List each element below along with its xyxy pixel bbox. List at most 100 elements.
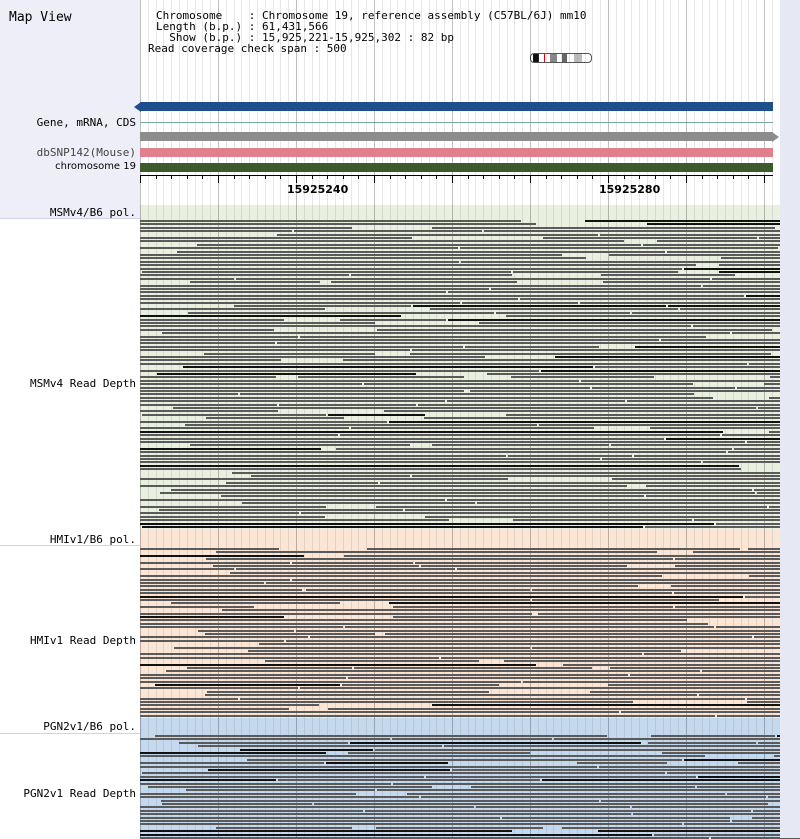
hmi-read bbox=[140, 613, 532, 615]
hmi-read bbox=[140, 687, 298, 689]
grid-line bbox=[210, 0, 211, 838]
msm-read bbox=[140, 404, 277, 406]
msm-read bbox=[190, 444, 410, 446]
msm-read bbox=[430, 308, 678, 310]
hmi-read bbox=[344, 555, 800, 557]
ruler-tick bbox=[608, 175, 609, 183]
ruler-tick bbox=[530, 175, 531, 183]
hmi-read bbox=[140, 606, 254, 608]
gene-track[interactable] bbox=[140, 102, 773, 111]
msm-read bbox=[140, 264, 696, 266]
msm-read bbox=[140, 254, 562, 256]
grid-line bbox=[608, 0, 609, 838]
msm-read bbox=[412, 475, 800, 477]
msm-read bbox=[197, 244, 641, 246]
lane-divider bbox=[0, 545, 140, 546]
msm-read bbox=[185, 424, 537, 426]
grid-line bbox=[249, 0, 250, 838]
hmi-depth-label: HMIv1 Read Depth bbox=[30, 634, 136, 647]
msm-read bbox=[328, 414, 425, 416]
hmi-read bbox=[563, 664, 800, 666]
msm-read bbox=[140, 349, 410, 351]
msm-read bbox=[140, 329, 274, 331]
grid-line bbox=[694, 0, 695, 838]
hmi-lane bbox=[140, 530, 780, 718]
grid-line bbox=[280, 0, 281, 838]
grid-line bbox=[288, 0, 289, 838]
msm-read bbox=[140, 478, 508, 480]
msm-read bbox=[140, 461, 701, 463]
msm-read bbox=[432, 444, 609, 446]
grid-line bbox=[647, 0, 648, 838]
hmi-read bbox=[441, 657, 800, 659]
ruler-tick bbox=[686, 175, 687, 183]
msm-read bbox=[140, 427, 349, 429]
hmi-read bbox=[457, 568, 800, 570]
hmi-read bbox=[630, 674, 800, 676]
hmi-read bbox=[306, 589, 530, 591]
grid-line bbox=[234, 0, 235, 838]
pgn-read bbox=[651, 735, 775, 737]
grid-line bbox=[764, 0, 765, 838]
msm-read bbox=[251, 475, 410, 477]
msm-read bbox=[506, 315, 800, 317]
msm-read bbox=[183, 366, 593, 368]
pgn-read bbox=[601, 800, 800, 802]
msm-read bbox=[140, 499, 445, 501]
grid-line bbox=[725, 0, 726, 838]
hmi-read bbox=[310, 636, 752, 638]
hmi-read bbox=[389, 602, 800, 604]
msm-read bbox=[140, 339, 659, 341]
msm-read bbox=[581, 380, 800, 382]
dbsnp-track[interactable] bbox=[140, 148, 773, 157]
hmi-read bbox=[348, 677, 800, 679]
msm-read bbox=[484, 230, 800, 232]
hmi-read bbox=[432, 704, 800, 706]
msm-read bbox=[160, 492, 755, 494]
msm-read bbox=[602, 458, 800, 460]
hmi-read bbox=[532, 647, 800, 649]
msm-read bbox=[234, 305, 411, 307]
msm-read bbox=[513, 271, 678, 273]
msm-read bbox=[657, 240, 800, 242]
hmi-read bbox=[415, 562, 800, 564]
msm-read bbox=[159, 509, 403, 511]
grid-line bbox=[546, 0, 547, 838]
pgn-lane bbox=[140, 718, 780, 838]
grid-line bbox=[756, 0, 757, 838]
cds-track[interactable] bbox=[140, 132, 773, 141]
grid-line bbox=[592, 0, 593, 838]
msm-read bbox=[140, 383, 362, 385]
chromosome-track[interactable] bbox=[140, 163, 773, 172]
hmi-read bbox=[610, 667, 798, 669]
chromosome-ideogram[interactable] bbox=[530, 53, 592, 63]
pgn-read bbox=[140, 755, 705, 757]
hmi-read bbox=[140, 664, 536, 666]
msm-depth-label: MSMv4 Read Depth bbox=[30, 377, 136, 390]
grid-line bbox=[538, 0, 539, 838]
msm-read bbox=[140, 220, 521, 222]
hmi-read bbox=[140, 568, 234, 570]
hmi-read bbox=[532, 599, 719, 601]
grid-line bbox=[748, 0, 749, 838]
pgn-read bbox=[140, 820, 730, 822]
hmi-read bbox=[140, 582, 264, 584]
lane-divider bbox=[0, 218, 140, 219]
pgn-read bbox=[350, 742, 641, 744]
pgn-read bbox=[444, 745, 800, 747]
msm-read bbox=[595, 366, 800, 368]
ruler-tick bbox=[764, 175, 765, 183]
grid-line bbox=[218, 0, 219, 838]
msm-read bbox=[611, 444, 800, 446]
grid-line bbox=[140, 0, 141, 838]
msm-read bbox=[418, 404, 800, 406]
pgn-read bbox=[375, 749, 800, 751]
hmi-read bbox=[590, 691, 800, 693]
msm-read bbox=[384, 410, 800, 412]
grid-line bbox=[600, 0, 601, 838]
msm-read bbox=[140, 315, 401, 317]
msm-read bbox=[413, 305, 666, 307]
hmi-read bbox=[140, 677, 346, 679]
msm-read bbox=[448, 291, 800, 293]
msm-read bbox=[140, 455, 506, 457]
